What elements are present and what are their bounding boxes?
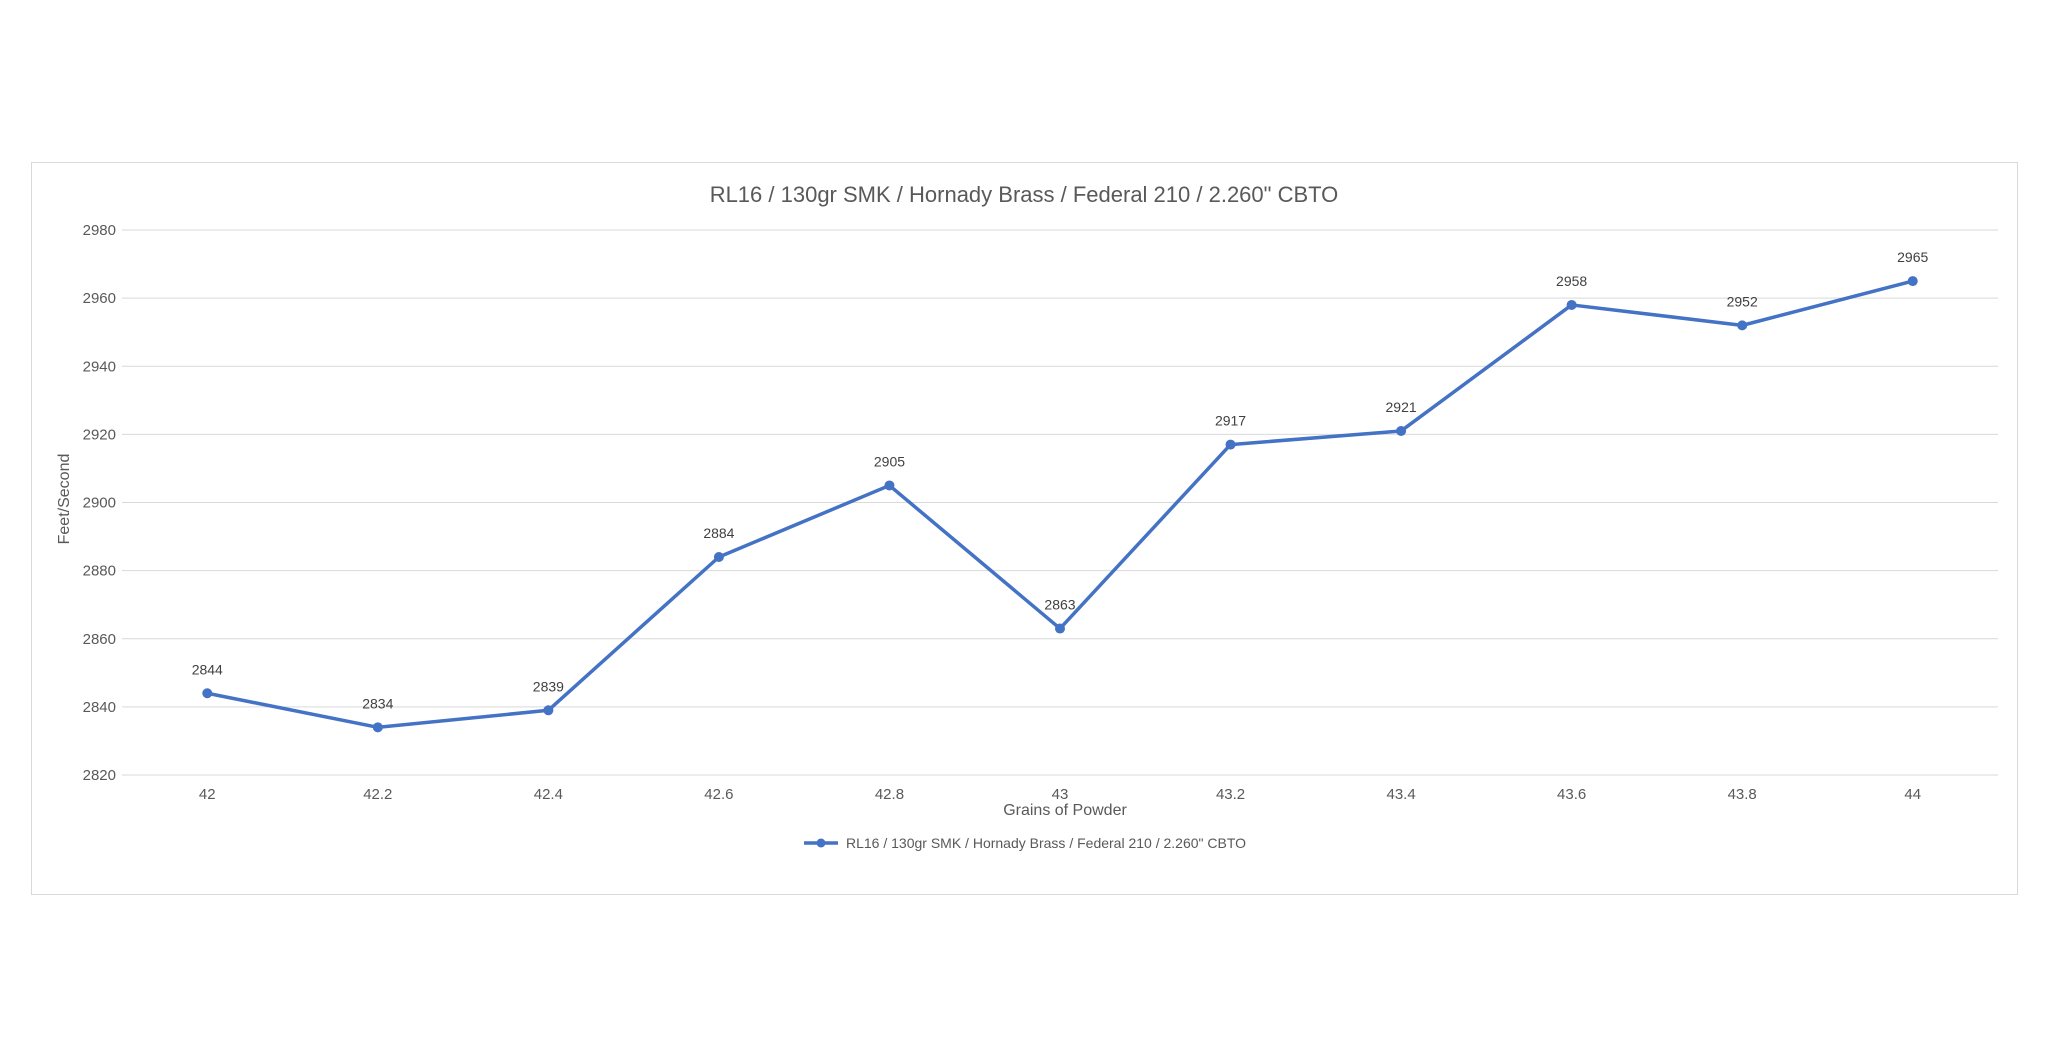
- y-tick-label: 2840: [83, 699, 116, 716]
- data-point: [372, 722, 383, 733]
- legend-entry: RL16 / 130gr SMK / Hornady Brass / Feder…: [846, 835, 1246, 851]
- x-tick-label: 42.2: [363, 786, 392, 803]
- chart-title: RL16 / 130gr SMK / Hornady Brass / Feder…: [710, 182, 1339, 207]
- data-label: 2958: [1556, 273, 1587, 289]
- legend: RL16 / 130gr SMK / Hornady Brass / Feder…: [804, 835, 1246, 851]
- x-tick-label: 42: [199, 786, 216, 803]
- x-tick-label: 43.8: [1728, 786, 1757, 803]
- x-tick-label: 42.8: [875, 786, 904, 803]
- data-point: [1737, 320, 1748, 331]
- data-label: 2921: [1386, 399, 1417, 415]
- data-point: [543, 705, 554, 716]
- y-axis-label: Feet/Second: [56, 454, 73, 545]
- line-chart: RL16 / 130gr SMK / Hornady Brass / Feder…: [56, 182, 1998, 851]
- gridlines: [122, 229, 1998, 776]
- x-axis-ticks: 42 42.2 42.4 42.6 42.8 43 43.2 43.4 43.6 43.8 44: [199, 786, 1921, 803]
- data-labels: 2844 2834 2839 2884 2905 2863 2917 2921 2958 2952…: [192, 249, 1929, 711]
- data-label: 2863: [1044, 597, 1075, 613]
- data-point: [713, 552, 724, 562]
- data-point: [1055, 623, 1065, 634]
- data-label: 2834: [362, 695, 393, 711]
- y-axis-ticks: 2820 2840 2860 2880 2900 2920 2940 2960 2980: [83, 222, 116, 784]
- data-point: [884, 480, 895, 491]
- data-label: 2965: [1897, 249, 1928, 265]
- data-point: [202, 688, 213, 699]
- y-tick-label: 2880: [83, 563, 116, 580]
- x-tick-label: 43.2: [1216, 786, 1245, 803]
- data-label: 2839: [533, 678, 564, 694]
- data-point: [1396, 425, 1407, 436]
- x-axis-label: Grains of Powder: [1003, 802, 1127, 819]
- y-tick-label: 2820: [83, 767, 116, 784]
- y-tick-label: 2960: [83, 290, 116, 307]
- data-label: 2917: [1215, 413, 1246, 429]
- data-label: 2884: [703, 525, 734, 541]
- x-tick-label: 42.4: [534, 786, 563, 803]
- series-line: [205, 279, 1915, 730]
- y-tick-label: 2860: [83, 631, 116, 648]
- data-label: 2905: [874, 453, 905, 469]
- chart-frame: RL16 / 130gr SMK / Hornady Brass / Feder…: [31, 162, 2018, 895]
- y-tick-label: 2920: [83, 426, 116, 443]
- data-point: [1566, 299, 1577, 310]
- y-tick-label: 2980: [83, 222, 116, 239]
- y-tick-label: 2900: [83, 495, 116, 512]
- data-label: 2844: [192, 661, 223, 677]
- data-point: [1907, 276, 1918, 287]
- x-tick-label: 44: [1904, 786, 1921, 803]
- data-point: [1225, 439, 1236, 450]
- x-tick-label: 42.6: [704, 786, 733, 803]
- legend-dot-marker: [816, 838, 826, 848]
- x-tick-label: 43.6: [1557, 786, 1586, 803]
- series-layer: [202, 276, 1918, 733]
- x-tick-label: 43: [1052, 786, 1069, 803]
- y-tick-label: 2940: [83, 358, 116, 375]
- x-tick-label: 43.4: [1386, 786, 1415, 803]
- data-label: 2952: [1727, 293, 1758, 309]
